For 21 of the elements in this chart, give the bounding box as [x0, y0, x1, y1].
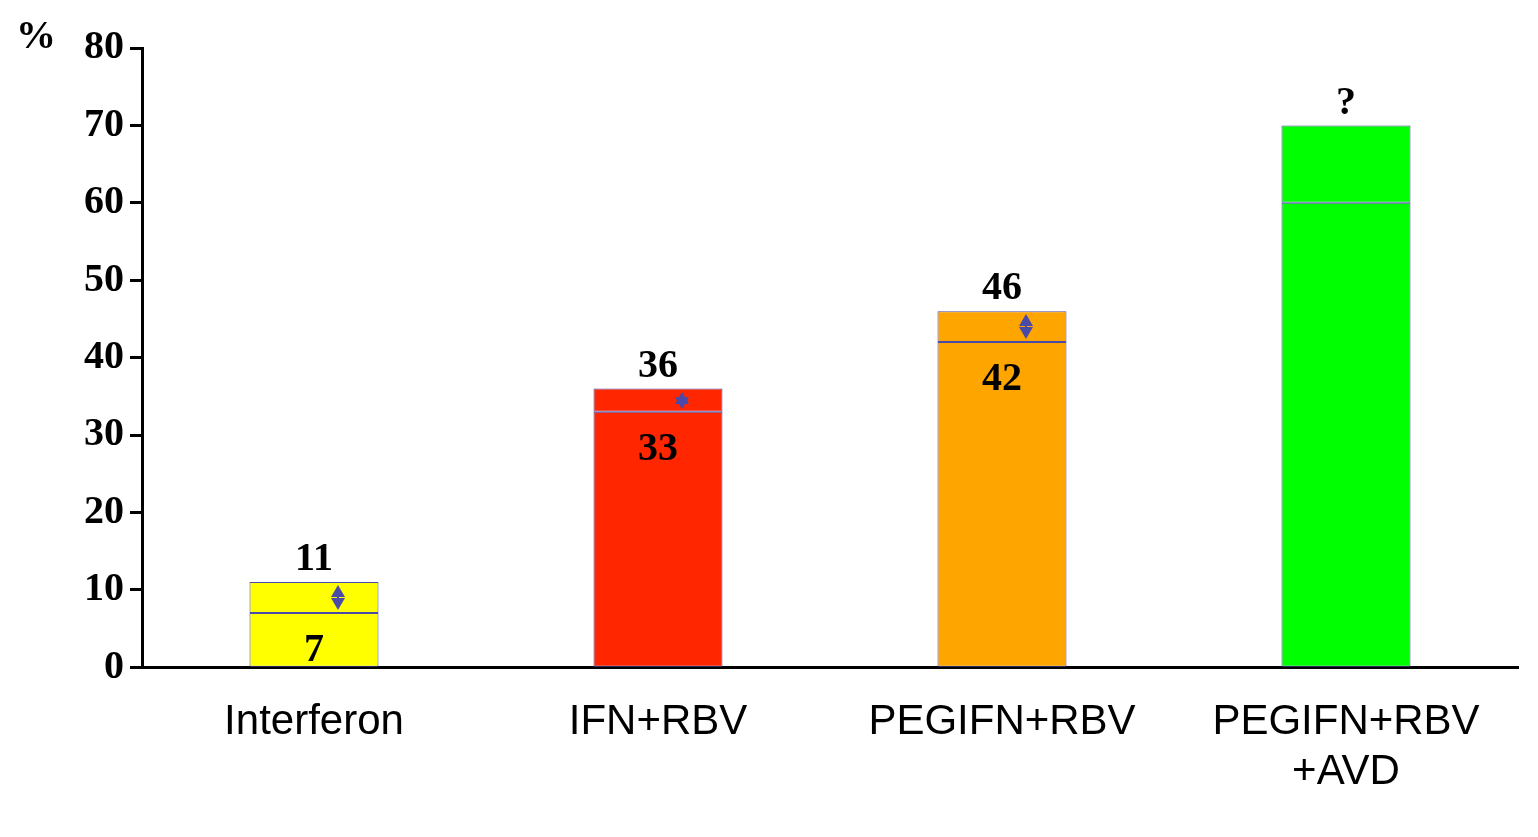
- total-label: 11: [295, 534, 333, 580]
- data-label: 33: [638, 424, 678, 470]
- total-label: 46: [982, 263, 1022, 309]
- y-tick-label: 10: [84, 564, 124, 610]
- x-tick-label: PEGIFN+RBV: [868, 695, 1136, 743]
- y-tick-label: 50: [84, 254, 124, 300]
- x-tick-label: IFN+RBV: [568, 695, 748, 743]
- y-tick-label: 60: [84, 177, 124, 223]
- x-tick-label: PEGIFN+RBV +AVD: [1212, 695, 1480, 794]
- total-label: 36: [638, 340, 678, 386]
- y-tick-label: 0: [104, 641, 124, 687]
- x-tick-label: Interferon: [224, 695, 404, 743]
- y-tick-label: 20: [84, 486, 124, 532]
- data-label: 7: [304, 625, 324, 671]
- data-label: 42: [982, 354, 1022, 400]
- y-tick-label: 80: [84, 22, 124, 68]
- y-tick-label: 40: [84, 331, 124, 377]
- y-tick-label: 30: [84, 409, 124, 455]
- y-axis-title: %: [16, 12, 56, 58]
- y-tick-label: 70: [84, 99, 124, 145]
- total-label: ?: [1336, 77, 1356, 123]
